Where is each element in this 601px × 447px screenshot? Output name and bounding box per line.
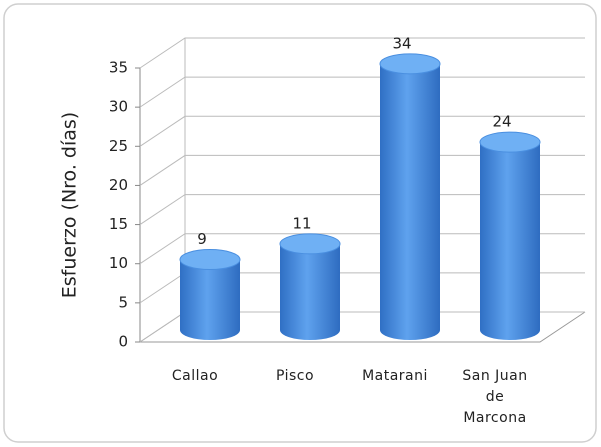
grid-line [139,115,585,147]
y-tick-label: 10 [109,254,128,272]
y-tick-label: 30 [109,98,128,116]
grid-line [139,233,585,265]
data-label: 11 [292,214,311,232]
bar-top [379,53,441,75]
y-tick-label: 25 [109,137,128,155]
x-tick-label: Matarani [362,368,428,384]
data-label: 9 [197,230,207,248]
chart-frame [3,3,597,443]
data-label: 34 [392,34,411,52]
grid-line [139,37,585,69]
bar [380,63,440,340]
data-label: 24 [492,113,511,131]
grid-line [139,154,585,186]
bar-top [179,249,241,271]
x-tick-label: Pisco [275,368,315,384]
y-tick-label: 5 [118,293,128,311]
bar [180,259,240,340]
bar [280,243,340,340]
grid-line [139,76,585,108]
bar [480,142,540,340]
y-axis-label: Esfuerzo (Nro. días) [59,112,81,298]
bar-top [279,233,341,255]
x-tick-label: Callao [171,368,219,384]
y-tick-label: 20 [109,176,128,194]
grid-line [139,194,585,225]
y-tick-label: 0 [118,333,128,351]
x-tick-label: San Juan de Marcona [462,368,528,426]
y-tick-label: 35 [109,59,128,77]
bar-top [479,131,541,153]
y-tick-label: 15 [109,215,128,233]
